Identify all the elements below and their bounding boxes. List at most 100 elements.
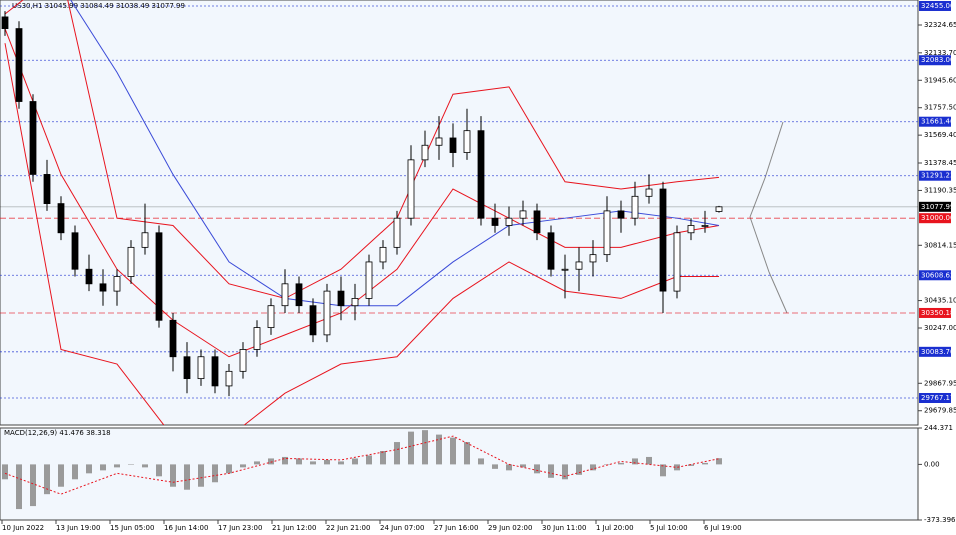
macd-bar xyxy=(548,464,554,478)
level-label-bg xyxy=(919,346,951,357)
macd-bar xyxy=(226,464,232,474)
candle-body xyxy=(239,349,247,372)
macd-bar xyxy=(352,458,358,465)
macd-plot xyxy=(2,430,722,510)
candle-body xyxy=(617,210,625,219)
candle-body xyxy=(589,254,597,263)
macd-bar xyxy=(646,456,652,465)
macd-bar xyxy=(492,464,498,469)
candle-body xyxy=(127,246,135,277)
x-tick-label: 27 Jun 16:00 xyxy=(434,524,478,532)
level-label: 32083.00 xyxy=(921,56,954,64)
x-tick-label: 29 Jun 02:00 xyxy=(488,524,532,532)
price-panel xyxy=(0,0,919,426)
macd-bar xyxy=(212,464,218,483)
macd-bar xyxy=(268,458,274,465)
candle-body xyxy=(295,283,303,307)
candle-body xyxy=(519,210,527,219)
macd-bar xyxy=(506,464,512,471)
macd-bar xyxy=(688,464,694,466)
candle-body xyxy=(29,101,37,175)
x-tick-label: 1 Jul 20:00 xyxy=(596,524,634,532)
level-label-bg xyxy=(919,270,951,281)
candle-body xyxy=(365,261,373,299)
macd-bar xyxy=(464,442,470,465)
macd-bar xyxy=(310,461,316,465)
macd-bar xyxy=(422,430,428,465)
macd-bar xyxy=(198,464,204,487)
candle-body xyxy=(211,356,219,387)
candle-body xyxy=(407,159,415,219)
projection xyxy=(749,121,788,314)
y-tick-label: 31569.40 xyxy=(924,131,956,139)
level-label-bg xyxy=(919,201,951,212)
level-label-bg xyxy=(919,0,951,11)
y-tick-label: 30435.10 xyxy=(924,297,956,305)
macd-bar xyxy=(156,464,162,477)
indicator-line xyxy=(4,0,720,299)
x-tick-label: 24 Jun 07:00 xyxy=(380,524,424,532)
macd-bar xyxy=(632,458,638,465)
level-label-bg xyxy=(919,170,951,181)
macd-bar xyxy=(660,464,666,477)
macd-bar xyxy=(114,464,120,468)
candle-body xyxy=(505,217,513,226)
y-tick-label: 32324.65 xyxy=(924,21,956,29)
candle-body xyxy=(687,225,695,234)
macd-bar xyxy=(562,464,568,480)
level-label: 31291.23 xyxy=(921,172,954,180)
candle-body xyxy=(225,370,233,387)
candle-body xyxy=(603,210,611,256)
y-tick-label: 32133.70 xyxy=(924,49,956,57)
macd-bar xyxy=(394,442,400,465)
level-label: 30083.70 xyxy=(921,348,954,356)
macd-bar xyxy=(618,462,624,465)
candle-body xyxy=(575,261,583,270)
level-label: 31077.99 xyxy=(921,203,954,211)
level-label: 31661.46 xyxy=(921,118,955,126)
macd-bar xyxy=(16,464,22,510)
indicator-line xyxy=(70,0,720,307)
candle-body xyxy=(169,319,177,358)
y-tick-label: 0.00 xyxy=(924,460,940,468)
macd-bar xyxy=(534,464,540,474)
candle-body xyxy=(701,225,709,227)
candle-body xyxy=(435,137,443,146)
level-label-bg xyxy=(919,307,951,318)
x-tick-label: 10 Jun 2022 xyxy=(2,524,44,532)
y-tick-label: 31190.35 xyxy=(924,186,956,194)
macd-bar xyxy=(716,458,722,465)
macd-bar xyxy=(520,464,526,468)
macd-bar xyxy=(100,464,106,471)
macd-panel xyxy=(0,427,919,521)
candle-body xyxy=(659,188,667,292)
macd-bar xyxy=(44,464,50,495)
candle-body xyxy=(43,174,51,205)
macd-bar xyxy=(674,464,680,471)
macd-bar xyxy=(240,464,246,468)
indicator-line xyxy=(4,43,719,425)
candle-body xyxy=(421,144,429,161)
x-tick-label: 6 Jul 19:00 xyxy=(704,524,742,532)
candle-body xyxy=(113,276,121,292)
x-tick-label: 30 Jun 11:00 xyxy=(542,524,586,532)
macd-bar xyxy=(450,437,456,465)
candle-body xyxy=(393,217,401,248)
candle-body xyxy=(673,232,681,292)
macd-bar xyxy=(590,464,596,471)
candle-body xyxy=(309,305,317,336)
price-plot xyxy=(0,0,918,425)
macd-bar xyxy=(366,455,372,465)
candle-body xyxy=(141,232,149,248)
candle-body xyxy=(351,298,359,307)
y-tick-label: 29679.85 xyxy=(924,407,956,415)
y-tick-label: 31757.50 xyxy=(924,104,956,112)
candle-body xyxy=(449,137,457,153)
macd-bar xyxy=(702,462,708,465)
macd-bar xyxy=(324,459,330,465)
candle-body xyxy=(267,305,275,328)
level-label-bg xyxy=(919,213,951,224)
macd-bar xyxy=(380,450,386,465)
candle-body xyxy=(533,210,541,234)
